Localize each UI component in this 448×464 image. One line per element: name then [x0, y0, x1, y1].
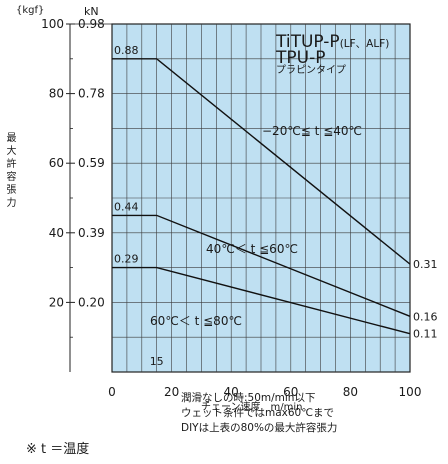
note-line: DIYは上表の80%の最大許容張力 — [181, 422, 338, 434]
notes-block: 潤滑なしの時:50m/min以下 ウェット条件ではmax60℃まで DIYは上表… — [181, 391, 337, 436]
series-end-label: 0.31 — [413, 258, 438, 271]
series-name-label: 40℃＜ t ≦60℃ — [206, 242, 298, 256]
chart-subtitle: プラピンタイプ — [276, 65, 346, 76]
series-line — [112, 214, 411, 317]
series-name-label: 60℃＜ t ≦80℃ — [150, 314, 242, 328]
x-tick-label: 80 — [343, 385, 358, 399]
x-tick-label: 100 — [399, 385, 422, 399]
x-tick-label: 60 — [283, 385, 298, 399]
y-tick-label-kn: 0.78 — [78, 87, 105, 101]
note-line: 潤滑なしの時:50m/min以下 — [181, 392, 316, 404]
y-unit-kn: kN — [84, 5, 99, 18]
y-tick-label-kgf: 60 — [49, 156, 64, 170]
y-tick-label-kgf: 40 — [49, 226, 64, 240]
y-tick-label-kn: 0.39 — [78, 226, 105, 240]
y-tick-label-kn: 0.59 — [78, 156, 105, 170]
y-unit-kgf: {kgf} — [16, 5, 45, 16]
y-tick-label-kgf: 100 — [41, 17, 64, 31]
series-start-label: 0.44 — [114, 200, 139, 213]
series-end-label: 0.11 — [413, 328, 438, 341]
chart-title: TiTUP-P(LF、ALF) — [276, 34, 389, 51]
x-tick-label: 20 — [164, 385, 179, 399]
chart-title-suffix: (LF、ALF) — [339, 38, 390, 50]
series-line — [112, 266, 411, 335]
series-line — [112, 58, 411, 265]
x-axis-label: チェーン速度 m/min — [201, 402, 303, 413]
y-tick-label-kgf: 80 — [49, 87, 64, 101]
x-tick-label: 0 — [108, 385, 116, 399]
footnote: ※ t ＝温度 — [26, 442, 90, 457]
note-line: ウェット条件ではmax60℃まで — [181, 407, 335, 419]
y-axis-label: 最大許容張力 — [4, 132, 15, 210]
series-name-label: −20℃≦ t ≦40℃ — [262, 124, 362, 138]
annotation-15: 15 — [150, 355, 164, 368]
chart-title-main: TiTUP-P — [276, 32, 340, 52]
series-start-label: 0.88 — [114, 44, 139, 57]
series-start-label: 0.29 — [114, 253, 139, 266]
x-tick-label: 40 — [224, 385, 239, 399]
series-lines: 0.88 0.31 −20℃≦ t ≦40℃ 0.44 0.16 40℃＜ t ≦60℃ 0… — [112, 44, 438, 368]
series-end-label: 0.16 — [413, 310, 438, 323]
grid-lines — [112, 24, 410, 372]
y-tick-label-kgf: 20 — [49, 295, 64, 309]
chart-title-second: TPU-P — [276, 48, 326, 68]
y-tick-label-kn: 0.20 — [78, 295, 105, 309]
